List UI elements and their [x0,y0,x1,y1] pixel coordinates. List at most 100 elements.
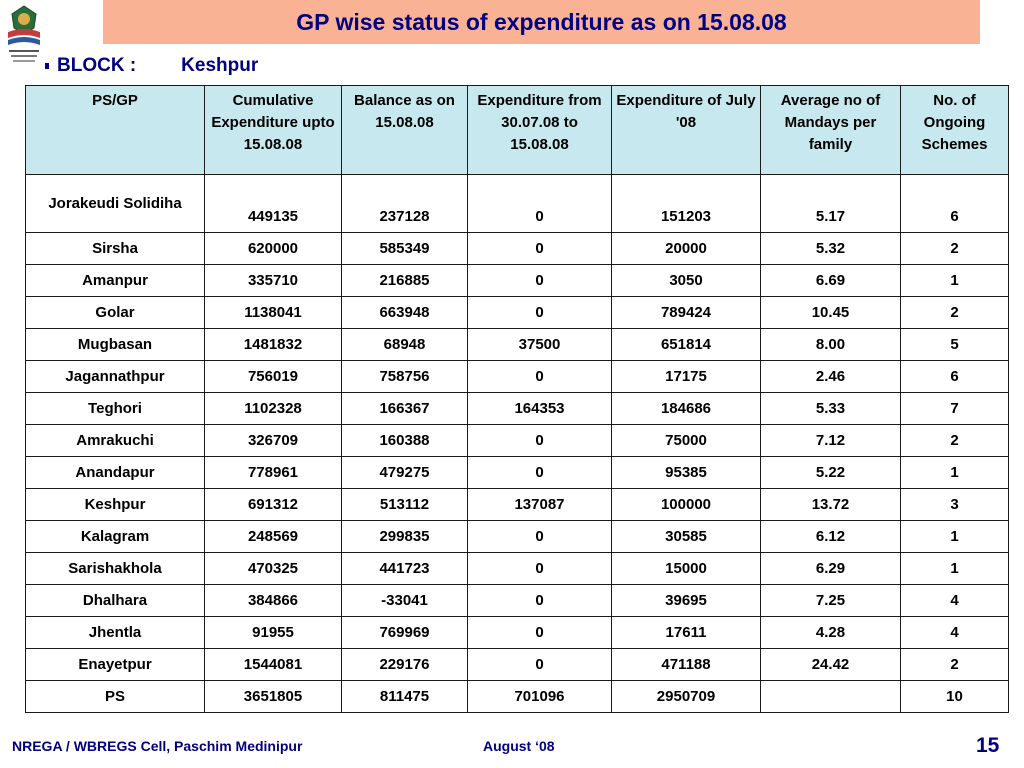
table-cell: 0 [467,552,612,585]
table-cell: 0 [467,456,612,489]
table-cell: 5 [900,328,1009,361]
page-title: GP wise status of expenditure as on 15.0… [296,8,787,35]
table-cell: 701096 [467,680,612,713]
table-cell: 229176 [341,648,468,681]
table-cell: 663948 [341,296,468,329]
table-cell: 164353 [467,392,612,425]
table-row: Amrakuchi 326709 160388 0 75000 7.12 2 [25,424,1009,457]
table-cell: 237128 [341,174,468,233]
gp-name-cell: Amanpur [25,264,205,297]
table-cell: 6.69 [760,264,901,297]
table-cell: 17175 [611,360,761,393]
table-cell: 4.28 [760,616,901,649]
table-row: Dhalhara 384866 -33041 0 39695 7.25 4 [25,584,1009,617]
table-cell [760,680,901,713]
column-header: Expenditure from 30.07.08 to 15.08.08 [467,85,612,175]
table-cell: 5.17 [760,174,901,233]
table-cell: 137087 [467,488,612,521]
gp-name-cell: Enayetpur [25,648,205,681]
table-row: Golar 1138041 663948 0 789424 10.45 2 [25,296,1009,329]
table-cell: 789424 [611,296,761,329]
gp-name-cell: Mugbasan [25,328,205,361]
table-cell: 0 [467,616,612,649]
table-cell: 7.12 [760,424,901,457]
column-header: Average no of Mandays per family [760,85,901,175]
table-cell: 479275 [341,456,468,489]
table-cell: 756019 [204,360,342,393]
table-cell: 91955 [204,616,342,649]
footer-date: August ‘08 [483,738,555,754]
table-cell: 95385 [611,456,761,489]
block-heading: BLOCK : Keshpur [45,52,258,80]
table-cell: 0 [467,520,612,553]
column-header: Cumulative Expenditure upto 15.08.08 [204,85,342,175]
gp-name-cell: Jhentla [25,616,205,649]
bullet-icon [45,63,49,69]
gp-name-cell: PS [25,680,205,713]
table-header-row: PS/GP Cumulative Expenditure upto 15.08.0… [25,85,1009,175]
table-cell: 10 [900,680,1009,713]
table-cell: 248569 [204,520,342,553]
gp-name-cell: Jorakeudi Solidiha [25,174,205,233]
gp-name-cell: Teghori [25,392,205,425]
table-row: Jorakeudi Solidiha 449135 237128 0 151203 5.1… [25,174,1009,233]
gp-name-cell: Sirsha [25,232,205,265]
table-cell: 778961 [204,456,342,489]
table-cell: 10.45 [760,296,901,329]
table-cell: 691312 [204,488,342,521]
table-cell: 335710 [204,264,342,297]
table-cell: 1481832 [204,328,342,361]
table-cell: 0 [467,296,612,329]
block-label: BLOCK : [57,55,137,76]
table-cell: 0 [467,232,612,265]
table-cell: 75000 [611,424,761,457]
expenditure-table: PS/GP Cumulative Expenditure upto 15.08.0… [25,85,1009,713]
table-cell: 299835 [341,520,468,553]
table-row: Kalagram 248569 299835 0 30585 6.12 1 [25,520,1009,553]
table-cell: 39695 [611,584,761,617]
table-header: PS/GP Cumulative Expenditure upto 15.08.0… [25,85,1009,175]
table-cell: 1 [900,456,1009,489]
column-header: No. of Ongoing Schemes [900,85,1009,175]
table-row: Mugbasan 1481832 68948 37500 651814 8.00 5 [25,328,1009,361]
table-row: Sirsha 620000 585349 0 20000 5.32 2 [25,232,1009,265]
table-row: Enayetpur 1544081 229176 0 471188 24.42 2 [25,648,1009,681]
table-cell: -33041 [341,584,468,617]
table-cell: 68948 [341,328,468,361]
table-cell: 0 [467,584,612,617]
table-cell: 1 [900,264,1009,297]
column-header: PS/GP [25,85,205,175]
gp-name-cell: Keshpur [25,488,205,521]
table-cell: 4 [900,584,1009,617]
table-cell: 1544081 [204,648,342,681]
table-cell: 4 [900,616,1009,649]
table-row: Sarishakhola 470325 441723 0 15000 6.29 1 [25,552,1009,585]
table-cell: 160388 [341,424,468,457]
table-cell: 470325 [204,552,342,585]
table-cell: 6.29 [760,552,901,585]
table-cell: 3050 [611,264,761,297]
table-cell: 7 [900,392,1009,425]
table-row: PS 3651805 811475 701096 2950709 10 [25,680,1009,713]
table-cell: 166367 [341,392,468,425]
table-cell: 6.12 [760,520,901,553]
table-cell: 15000 [611,552,761,585]
column-header: Expenditure of July '08 [611,85,761,175]
table-cell: 2.46 [760,360,901,393]
nrega-emblem-icon [8,5,40,62]
table-cell: 6 [900,360,1009,393]
table-cell: 2 [900,232,1009,265]
table-cell: 811475 [341,680,468,713]
table-row: Keshpur 691312 513112 137087 100000 13.72 3 [25,488,1009,521]
gp-name-cell: Sarishakhola [25,552,205,585]
table-cell: 1138041 [204,296,342,329]
table-cell: 471188 [611,648,761,681]
table-cell: 3 [900,488,1009,521]
table-cell: 1102328 [204,392,342,425]
table-row: Anandapur 778961 479275 0 95385 5.22 1 [25,456,1009,489]
table-cell: 5.32 [760,232,901,265]
page-number: 15 [976,734,1000,757]
table-cell: 0 [467,174,612,233]
table-cell: 7.25 [760,584,901,617]
